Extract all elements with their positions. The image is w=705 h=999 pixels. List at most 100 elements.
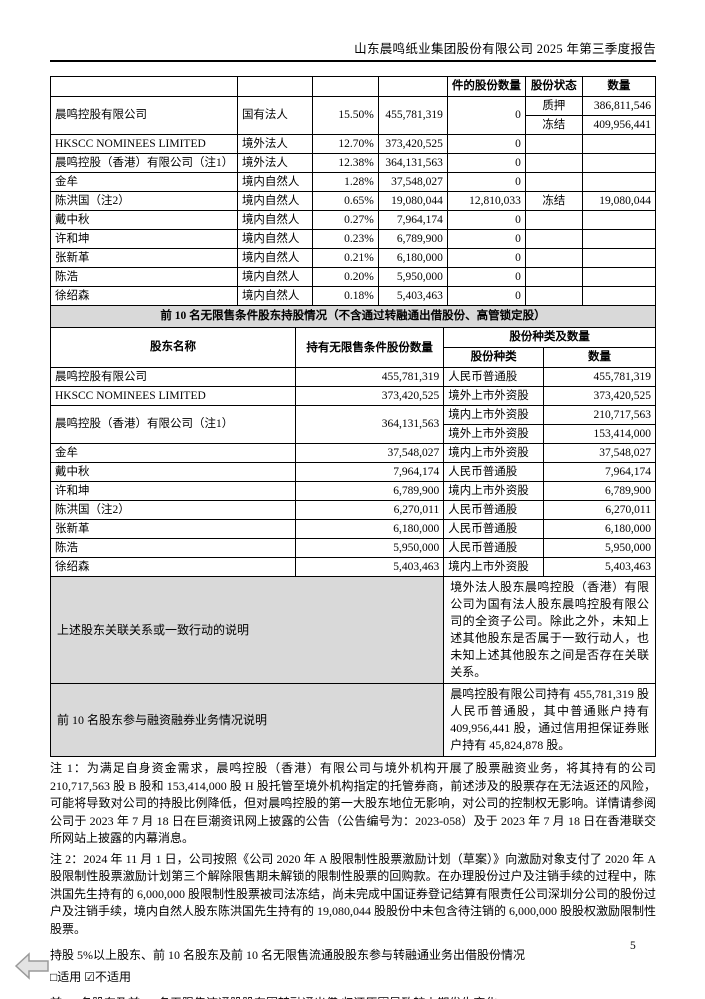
table2-notes-body: 上述股东关联关系或一致行动的说明 境外法人股东晨鸣控股（香港）有限公司为国有法人股… (49, 576, 656, 757)
table2-row: 晨鸣控股（香港）有限公司（注1） 364,131,563 境内上市外资股 210,71… (49, 405, 656, 444)
cell-shareholder-nature: 境内自然人 (236, 229, 313, 249)
cell-restricted-shares: 0 (446, 286, 526, 306)
cell-unrestricted-shares: 37,548,027 (295, 443, 445, 463)
table2-row: 戴中秋 7,964,174 人民币普通股 7,964,174 (49, 462, 656, 482)
statement-securities-lending: 持股 5%以上股东、前 10 名股东及前 10 名无限售流通股股东参与转融通业务… (50, 948, 525, 962)
cell-unrestricted-shares: 7,964,174 (295, 462, 445, 482)
table1-row: 许和坤 境内自然人 0.23% 6,789,900 0 (50, 229, 657, 249)
statement-lending-change: 前 10 名股东及前 10 名无限售流通股股东因转融通出借/归还原因导致较上期发… (50, 995, 656, 999)
cell-shareholder-name: 戴中秋 (49, 462, 297, 482)
cell-unrestricted-shares: 364,131,563 (295, 405, 445, 444)
cell-kind-quantity: 210,717,563 (543, 405, 656, 425)
cell-shareholder-name: 徐绍森 (49, 557, 297, 577)
table1-body: 晨鸣控股有限公司 国有法人 15.50% 455,781,319 0 质押 386,811,… (50, 96, 657, 306)
cell-kind-quantity: 455,781,319 (543, 367, 656, 387)
cell-share-kind: 境内上市外资股 (443, 443, 545, 463)
cell-share-kind: 境外上市外资股 (443, 386, 545, 406)
cell-status-quantity (581, 248, 657, 268)
restricted-shareholders-table: 件的股份数量 股份状态 数量 晨鸣控股有限公司 国有法人 15.50% 455,781… (50, 76, 657, 306)
table1-row: 晨鸣控股有限公司 国有法人 15.50% 455,781,319 0 质押 386,811,… (50, 96, 657, 135)
cell-kind-quantity: 373,420,525 (543, 386, 656, 406)
cell-share-status (524, 286, 583, 306)
cell-status-quantity (581, 286, 657, 306)
cell-holding-percent: 0.20% (311, 267, 379, 287)
cell-shareholder-nature: 国有法人 (236, 96, 313, 135)
header-pledged-shares-count: 件的股份数量 (446, 76, 526, 97)
cell-share-status (524, 153, 583, 173)
table1-row: 金牟 境内自然人 1.28% 37,548,027 0 (50, 172, 657, 192)
cell-kind-quantity: 6,270,011 (543, 500, 656, 520)
cell-share-kind: 人民币普通股 (443, 367, 545, 387)
cell-shareholder-name: 晨鸣控股有限公司 (50, 96, 238, 135)
back-arrow-icon[interactable] (14, 950, 52, 982)
unrestricted-section-band: 前 10 名无限售条件股东持股情况（不含通过转融通出借股份、高管锁定股） (50, 305, 656, 328)
cell-share-kind: 人民币普通股 (443, 462, 545, 482)
cell-shareholder-nature: 境内自然人 (236, 267, 313, 287)
cell-holding-percent: 0.23% (311, 229, 379, 249)
cell-restricted-shares: 12,810,033 (446, 191, 526, 211)
cell-shareholder-name: 晨鸣控股（香港）有限公司（注1） (49, 405, 297, 444)
footnote-1: 注 1：为满足自身资金需求，晨鸣控股（香港）有限公司与境外机构开展了股票融资业务… (50, 761, 656, 845)
cell-note-label: 上述股东关联关系或一致行动的说明 (49, 576, 445, 684)
cell-shares-held: 7,964,174 (377, 210, 448, 230)
cell-unrestricted-shares: 5,403,463 (295, 557, 445, 577)
footnote-2: 注 2：2024 年 11 月 1 日，公司按照《公司 2020 年 A 股限制… (50, 851, 657, 936)
cell-share-kind: 境外上市外资股 (443, 424, 545, 444)
cell-shareholder-nature: 境外法人 (236, 134, 313, 154)
cell-shareholder-name: HKSCC NOMINEES LIMITED (49, 386, 297, 406)
table1-row: 徐绍森 境内自然人 0.18% 5,403,463 0 (50, 286, 657, 306)
table2-row: 金牟 37,548,027 境内上市外资股 37,548,027 (49, 443, 656, 463)
cell-share-kind: 境内上市外资股 (443, 481, 545, 501)
cell-status-quantity (581, 134, 657, 154)
cell-kind-quantity: 153,414,000 (543, 424, 656, 444)
cell-unrestricted-shares: 6,270,011 (295, 500, 445, 520)
cell-shareholder-nature: 境内自然人 (236, 191, 313, 211)
cell-restricted-shares: 0 (446, 210, 526, 230)
header-share-status: 股份状态 (524, 76, 583, 97)
header-unrestricted-qty: 持有无限售条件股份数量 (295, 327, 445, 368)
cell-share-kind: 人民币普通股 (443, 519, 545, 539)
cell-shareholder-name: 徐绍森 (50, 286, 238, 306)
cell-shareholder-nature: 境外法人 (236, 153, 313, 173)
cell-status-quantity: 409,956,441 (581, 115, 657, 135)
cell-shares-held: 455,781,319 (377, 96, 448, 135)
cell-holding-percent: 12.70% (311, 134, 379, 154)
header-shareholder-name: 股东名称 (49, 327, 297, 368)
cell-holding-percent: 0.65% (311, 191, 379, 211)
header-share-kind-qty: 数量 (543, 347, 656, 368)
table2-row: 张新革 6,180,000 人民币普通股 6,180,000 (49, 519, 656, 539)
table1-partial-header-row: 件的股份数量 股份状态 数量 (50, 76, 657, 97)
cell-shareholder-name: 戴中秋 (50, 210, 238, 230)
cell-share-kind: 人民币普通股 (443, 500, 545, 520)
page-number: 5 (630, 940, 636, 952)
cell-shareholder-name: 晨鸣控股有限公司 (49, 367, 297, 387)
cell-unrestricted-shares: 5,950,000 (295, 538, 445, 558)
cell-status-quantity (581, 267, 657, 287)
table1-row: HKSCC NOMINEES LIMITED 境外法人 12.70% 373,420,… (50, 134, 657, 154)
unrestricted-shareholders-table: 股东名称 持有无限售条件股份数量 股份种类及数量 股份种类 数量 晨鸣控股有限公… (49, 327, 656, 757)
cell-shares-held: 5,950,000 (377, 267, 448, 287)
cell-shareholder-name: 张新革 (50, 248, 238, 268)
table1-row: 戴中秋 境内自然人 0.27% 7,964,174 0 (50, 210, 657, 230)
cell-kind-quantity: 6,789,900 (543, 481, 656, 501)
header-share-kind-group: 股份种类及数量 (443, 327, 656, 348)
cell-unrestricted-shares: 6,180,000 (295, 519, 445, 539)
cell-status-quantity: 386,811,546 (581, 96, 657, 116)
cell-restricted-shares: 0 (446, 267, 526, 287)
cell-kind-quantity: 5,950,000 (543, 538, 656, 558)
cell-shares-held: 37,548,027 (377, 172, 448, 192)
header-quantity: 数量 (581, 76, 657, 97)
cell-status-quantity (581, 229, 657, 249)
cell-shareholder-name: 许和坤 (49, 481, 297, 501)
cell-shareholder-name: 陈浩 (50, 267, 238, 287)
cell-shareholder-name: 张新革 (49, 519, 297, 539)
cell-shares-held: 19,080,044 (377, 191, 448, 211)
cell-unrestricted-shares: 373,420,525 (295, 386, 445, 406)
empty-header-cell (50, 76, 238, 97)
cell-status-quantity (581, 210, 657, 230)
cell-note-text: 晨鸣控股有限公司持有 455,781,319 股人民币普通股，其中普通账户持有 … (443, 683, 656, 757)
cell-status-quantity (581, 172, 657, 192)
cell-shareholder-nature: 境内自然人 (236, 210, 313, 230)
cell-shareholder-name: 金牟 (50, 172, 238, 192)
